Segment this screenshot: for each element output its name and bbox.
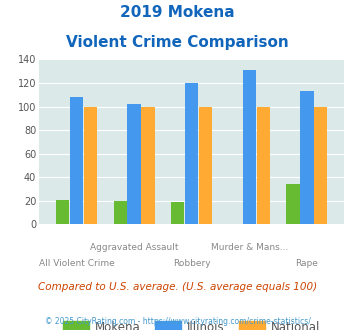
Text: All Violent Crime: All Violent Crime bbox=[39, 259, 114, 268]
Text: Violent Crime Comparison: Violent Crime Comparison bbox=[66, 35, 289, 50]
Bar bbox=[243, 70, 256, 224]
Bar bbox=[257, 107, 270, 224]
Legend: Mokena, Illinois, National: Mokena, Illinois, National bbox=[59, 316, 325, 330]
Bar bbox=[286, 184, 300, 224]
Bar bbox=[199, 107, 212, 224]
Bar bbox=[84, 107, 97, 224]
Bar bbox=[127, 104, 141, 224]
Bar bbox=[185, 83, 198, 224]
Text: 2019 Mokena: 2019 Mokena bbox=[120, 5, 235, 20]
Bar bbox=[56, 200, 69, 224]
Bar bbox=[114, 201, 127, 224]
Text: Compared to U.S. average. (U.S. average equals 100): Compared to U.S. average. (U.S. average … bbox=[38, 282, 317, 292]
Bar bbox=[314, 107, 327, 224]
Bar bbox=[300, 91, 313, 224]
Text: Aggravated Assault: Aggravated Assault bbox=[90, 243, 178, 251]
Bar bbox=[70, 97, 83, 224]
Text: Murder & Mans...: Murder & Mans... bbox=[211, 243, 288, 251]
Bar bbox=[171, 202, 185, 224]
Text: © 2025 CityRating.com - https://www.cityrating.com/crime-statistics/: © 2025 CityRating.com - https://www.city… bbox=[45, 317, 310, 326]
Text: Rape: Rape bbox=[295, 259, 318, 268]
Text: Robbery: Robbery bbox=[173, 259, 211, 268]
Bar bbox=[141, 107, 154, 224]
